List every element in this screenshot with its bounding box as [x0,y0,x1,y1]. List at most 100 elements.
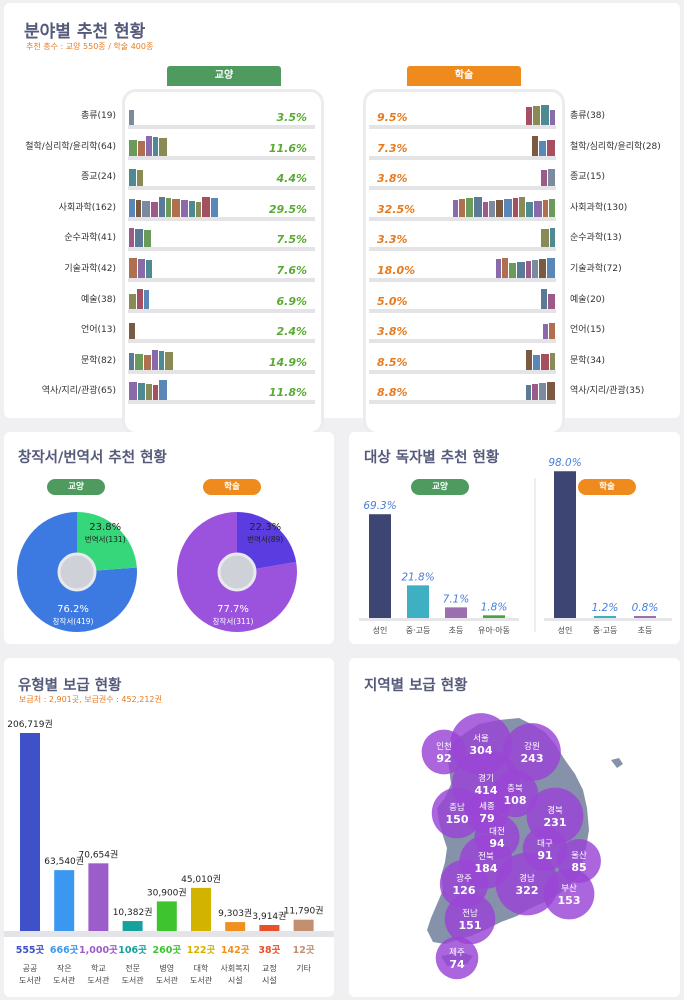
distribution-count: 142곳 [221,945,250,956]
region-name: 부산 [561,883,577,894]
region-name: 경기 [478,773,494,784]
haksul-translation-label: 번역서(89) [247,534,283,544]
book-icon [129,293,136,309]
gyoyang-reader-category: 중·고등 [406,626,431,635]
distribution-count: 38곳 [258,945,280,956]
gyoyang-reader-bar [445,607,467,618]
distribution-count: 666곳 [50,945,79,956]
gyoyang-translation-label: 번역서(131) [85,534,126,544]
book-icon [543,199,548,217]
shelf-plank [369,186,556,191]
book-icon [189,200,195,217]
gyoyang-pie-hole [57,552,97,592]
book-icon [549,198,555,217]
distribution-bar [122,921,143,931]
gyoyang-category-label: 예술(38) [80,294,116,305]
gyoyang-percent: 7.6% [276,264,307,277]
gyoyang-pie-label: 교양 [47,479,105,495]
book-icon [196,201,201,217]
distribution-value: 11,790권 [284,905,324,917]
book-icon [181,199,188,217]
shelf-plank [369,369,556,374]
region-value: 153 [558,894,581,907]
haksul-bar-label: 학술 [578,479,636,495]
gyoyang-reader-bar [483,615,505,618]
field-recommendation-panel: 분야별 추천 현황 추천 총수 : 교양 550종 / 학술 400종 교양 학… [4,3,680,435]
book-icon [541,229,549,248]
region-value: 322 [516,884,539,897]
distribution-category: 전문 [125,963,140,973]
distribution-category: 사회복지 [220,964,249,973]
book-icon [202,196,210,217]
distribution-value: 9,303권 [218,907,252,919]
distribution-value: 63,540권 [44,855,84,867]
book-icon [146,384,152,401]
book-icon [489,200,495,217]
distribution-type-panel: 유형별 보급 현황 보급처 : 2,901곳, 보급권수 : 452,212권 … [4,658,334,997]
distribution-category: 공공 [23,964,38,973]
distribution-bar [293,919,314,931]
region-name: 서울 [473,734,489,744]
gyoyang-reader-category: 유아·아동 [478,625,510,635]
distribution-category: 시설 [228,975,243,985]
shelf-plank [369,247,556,252]
gyoyang-reader-category: 성인 [373,625,388,635]
book-icon [541,170,547,187]
gyoyang-bar-label: 교양 [411,479,469,495]
region-bubble [503,723,561,781]
book-icon [549,323,555,340]
book-icon [504,198,512,217]
book-icon [144,289,149,309]
region-value: 74 [449,958,465,971]
book-icon [153,385,158,401]
gyoyang-category-label: 역사/지리/관광(65) [41,386,116,397]
shelf-plank [369,155,556,160]
haksul-percent: 18.0% [377,264,416,277]
haksul-pie-hole [217,552,257,592]
book-icon [129,110,134,125]
distribution-category: 도서관 [53,975,76,985]
distribution-value: 30,900권 [147,886,187,898]
distribution-category: 도서관 [156,975,179,985]
book-icon [136,199,141,217]
region-value: 91 [537,849,552,862]
region-bubble [495,852,559,916]
book-icon [129,139,137,156]
book-icon [172,198,180,217]
haksul-percent: 8.5% [377,355,408,369]
book-icon [532,384,538,401]
distribution-category: 작은 [57,963,72,973]
book-icon [541,288,547,309]
distribution-category: 대학 [194,963,209,973]
haksul-reader-category: 성인 [558,625,573,635]
gyoyang-reader-bar [407,585,429,618]
book-icon [152,349,158,370]
haksul-reader-bar [594,616,616,618]
book-icon [144,354,151,370]
book-icon [496,199,503,217]
distribution-count: 260곳 [153,945,182,956]
shelf-plank [128,369,315,374]
region-value: 304 [470,744,493,757]
gyoyang-original-label: 창작서(419) [53,616,94,626]
region-name: 전남 [462,908,478,919]
book-icon [159,196,165,217]
shelf-plank [128,400,315,405]
distribution-count: 555곳 [16,945,45,956]
haksul-pie-label: 학술 [203,479,261,495]
book-icon [547,382,555,401]
gyoyang-category-label: 종교(24) [80,172,116,183]
haksul-category-label: 언어(15) [570,325,606,336]
gyoyang-percent: 7.5% [276,233,307,247]
book-icon [539,140,546,156]
distribution-bar [88,863,109,931]
gyoyang-percent: 14.9% [268,355,307,369]
shelf-plank [369,308,556,313]
gyoyang-reader-pct: 1.8% [481,601,508,613]
region-value: 150 [446,813,469,826]
gyoyang-reader-pct: 7.1% [443,593,470,605]
target-reader-panel: 대상 독자별 추천 현황 교양 학술 69.3% 성인 21.8% 중·고등 7.1% 초… [349,432,680,644]
region-name: 대구 [537,839,553,849]
book-icon [129,323,135,340]
